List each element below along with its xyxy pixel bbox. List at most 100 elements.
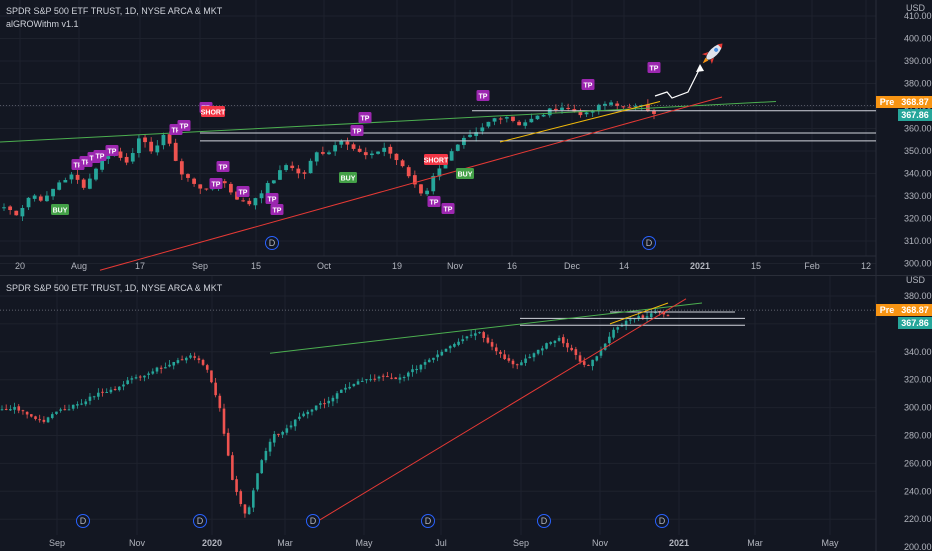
candle [369,379,372,381]
candle [629,319,632,321]
candle [494,347,498,352]
candle [595,356,599,361]
candle [167,134,172,144]
candle [63,409,67,411]
candle [21,410,25,412]
candle [641,315,645,318]
candle [168,364,171,367]
candle [92,396,96,398]
candle [566,107,571,109]
candle [553,340,557,343]
candle [621,106,626,108]
candle [101,391,104,393]
candle [360,380,364,382]
candle [666,315,670,317]
signal-tp [105,145,119,156]
candle [381,375,385,377]
dividend-marker-label: D [541,516,548,526]
signal-tp [177,120,191,131]
candle [462,137,466,146]
dividend-marker[interactable] [421,514,435,528]
signal-short [424,154,448,165]
candle [14,210,19,216]
dividend-marker[interactable] [306,514,320,528]
currency-label: USD [906,276,926,285]
dividend-marker[interactable] [193,514,207,528]
signal-tp [647,62,661,73]
candle [532,353,536,358]
candle [620,325,624,327]
candle [137,138,141,154]
candle [406,167,411,177]
candle [252,490,255,508]
x-axis-tick: Nov [592,538,609,548]
candle [331,397,335,402]
candle [265,183,270,195]
candle [50,414,54,418]
candle [149,141,154,152]
candle [649,313,653,318]
signal-label: TP [268,197,277,204]
candle [529,118,534,123]
candle [357,148,362,152]
candle [59,409,62,411]
trendline-green [0,101,777,143]
candle [173,142,178,161]
bottom-chart-pane[interactable]: 380.00360.00340.00320.00300.00280.00260.… [0,275,932,551]
candle [161,134,166,146]
candle [126,380,129,385]
candle [652,111,656,114]
top-chart-pane[interactable]: 410.00400.00390.00380.00370.00360.00350.… [0,0,932,275]
signal-label: TP [212,182,221,189]
candle [561,337,565,344]
candle [25,411,29,415]
candle [13,406,16,410]
candle [319,403,322,405]
bottom-chart-canvas[interactable]: 380.00360.00340.00320.00300.00280.00260.… [0,276,932,551]
candle [474,132,479,136]
candle [612,329,615,338]
trendline-yellow [609,302,669,325]
candle [486,121,491,127]
candle [32,195,37,199]
trendline-red [99,96,723,271]
pre-label-badge [876,96,898,108]
x-axis-tick: Mar [277,538,293,548]
dividend-marker[interactable] [76,514,90,528]
dividend-marker[interactable] [537,514,551,528]
candle [419,364,423,370]
candle [285,428,289,433]
candle [498,118,503,120]
indicator-name[interactable]: alGROWithm v1.1 [6,19,79,29]
candle [572,109,577,112]
top-chart-canvas[interactable]: 410.00400.00390.00380.00370.00360.00350.… [0,0,932,275]
dividend-marker[interactable] [642,236,656,250]
signal-tp [270,204,284,215]
candle [17,406,21,411]
y-axis-tick: 320.00 [904,375,932,385]
x-axis-tick: Nov [447,261,464,271]
x-axis-tick: 19 [392,261,402,271]
x-axis-tick: Dec [564,261,581,271]
candle [235,479,238,492]
signal-tp [441,203,455,214]
dividend-marker[interactable] [265,236,279,250]
candle [51,188,55,197]
dividend-marker[interactable] [655,514,669,528]
signal-buy [51,204,69,215]
dividend-marker-label: D [310,516,317,526]
candle [431,175,436,192]
signal-buy [339,172,357,183]
x-axis-tick: 15 [251,261,261,271]
candle [298,416,301,419]
last-price: 367.86 [901,110,929,120]
x-axis-tick: 14 [619,261,629,271]
candle [515,364,519,366]
candle [323,403,326,405]
x-axis-tick: Sep [513,538,529,548]
candle [100,158,105,170]
candle [34,416,37,420]
candle [214,382,217,396]
projection-arrow [654,67,701,99]
x-axis-tick: Aug [71,261,87,271]
